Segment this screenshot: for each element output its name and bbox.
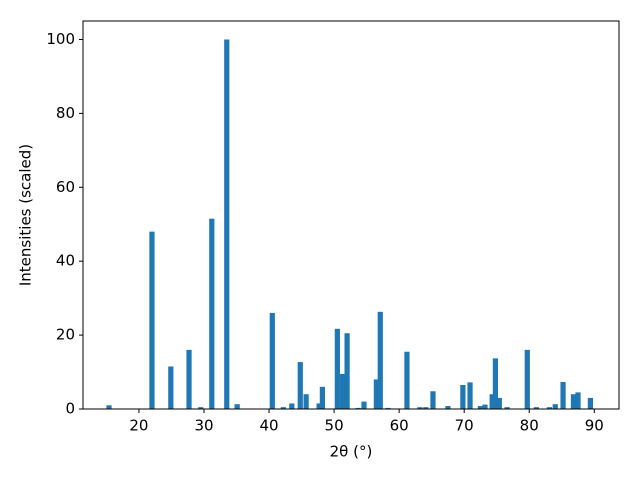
x-tick-label: 40 bbox=[259, 417, 278, 435]
bar bbox=[361, 401, 367, 409]
x-tick-label: 20 bbox=[129, 417, 148, 435]
x-axis-label: 2θ (°) bbox=[330, 443, 373, 461]
x-tick-label: 30 bbox=[194, 417, 213, 435]
bar bbox=[168, 366, 174, 409]
bar bbox=[533, 407, 539, 409]
bar bbox=[587, 397, 593, 409]
bar bbox=[524, 349, 530, 409]
bar bbox=[430, 391, 436, 409]
bar bbox=[575, 392, 581, 409]
bar bbox=[149, 231, 155, 409]
x-tick-label: 80 bbox=[520, 417, 539, 435]
bar bbox=[303, 394, 309, 409]
bar bbox=[344, 333, 350, 409]
bar bbox=[417, 407, 423, 409]
bar bbox=[504, 407, 510, 409]
bar bbox=[423, 407, 429, 409]
bar bbox=[198, 407, 204, 409]
bar bbox=[186, 349, 192, 409]
bar bbox=[489, 394, 495, 409]
bar bbox=[209, 218, 215, 409]
y-tick-label: 0 bbox=[65, 400, 75, 418]
bar bbox=[316, 403, 322, 409]
bar bbox=[546, 407, 552, 409]
bar bbox=[269, 312, 275, 409]
bar bbox=[234, 404, 240, 409]
bar bbox=[106, 405, 112, 409]
bar bbox=[355, 407, 361, 409]
bar bbox=[297, 362, 303, 409]
bar bbox=[560, 382, 566, 409]
y-tick-label: 60 bbox=[56, 178, 75, 196]
bar bbox=[477, 406, 484, 409]
y-tick-label: 40 bbox=[56, 252, 75, 270]
plot-frame bbox=[82, 20, 620, 410]
bar bbox=[385, 407, 391, 409]
bar bbox=[339, 373, 346, 409]
bar bbox=[334, 328, 340, 409]
bar bbox=[496, 397, 502, 409]
y-axis-label: Intensities (scaled) bbox=[17, 144, 35, 286]
bar bbox=[319, 386, 325, 409]
bar bbox=[492, 358, 499, 409]
bar bbox=[445, 406, 451, 409]
bar bbox=[404, 351, 410, 409]
bar bbox=[482, 404, 488, 409]
bar bbox=[280, 407, 286, 409]
bar bbox=[224, 39, 230, 409]
y-tick-label: 80 bbox=[56, 104, 75, 122]
bar bbox=[467, 382, 473, 409]
y-tick-label: 100 bbox=[46, 30, 75, 48]
bar bbox=[289, 403, 295, 409]
bar bbox=[377, 311, 383, 409]
x-tick-label: 50 bbox=[325, 417, 344, 435]
x-tick-label: 90 bbox=[585, 417, 604, 435]
bar bbox=[552, 404, 558, 409]
bar bbox=[570, 394, 577, 409]
x-tick-label: 60 bbox=[390, 417, 409, 435]
bar bbox=[460, 384, 466, 409]
y-tick-label: 20 bbox=[56, 326, 75, 344]
bar bbox=[373, 379, 379, 409]
x-tick-label: 70 bbox=[455, 417, 474, 435]
